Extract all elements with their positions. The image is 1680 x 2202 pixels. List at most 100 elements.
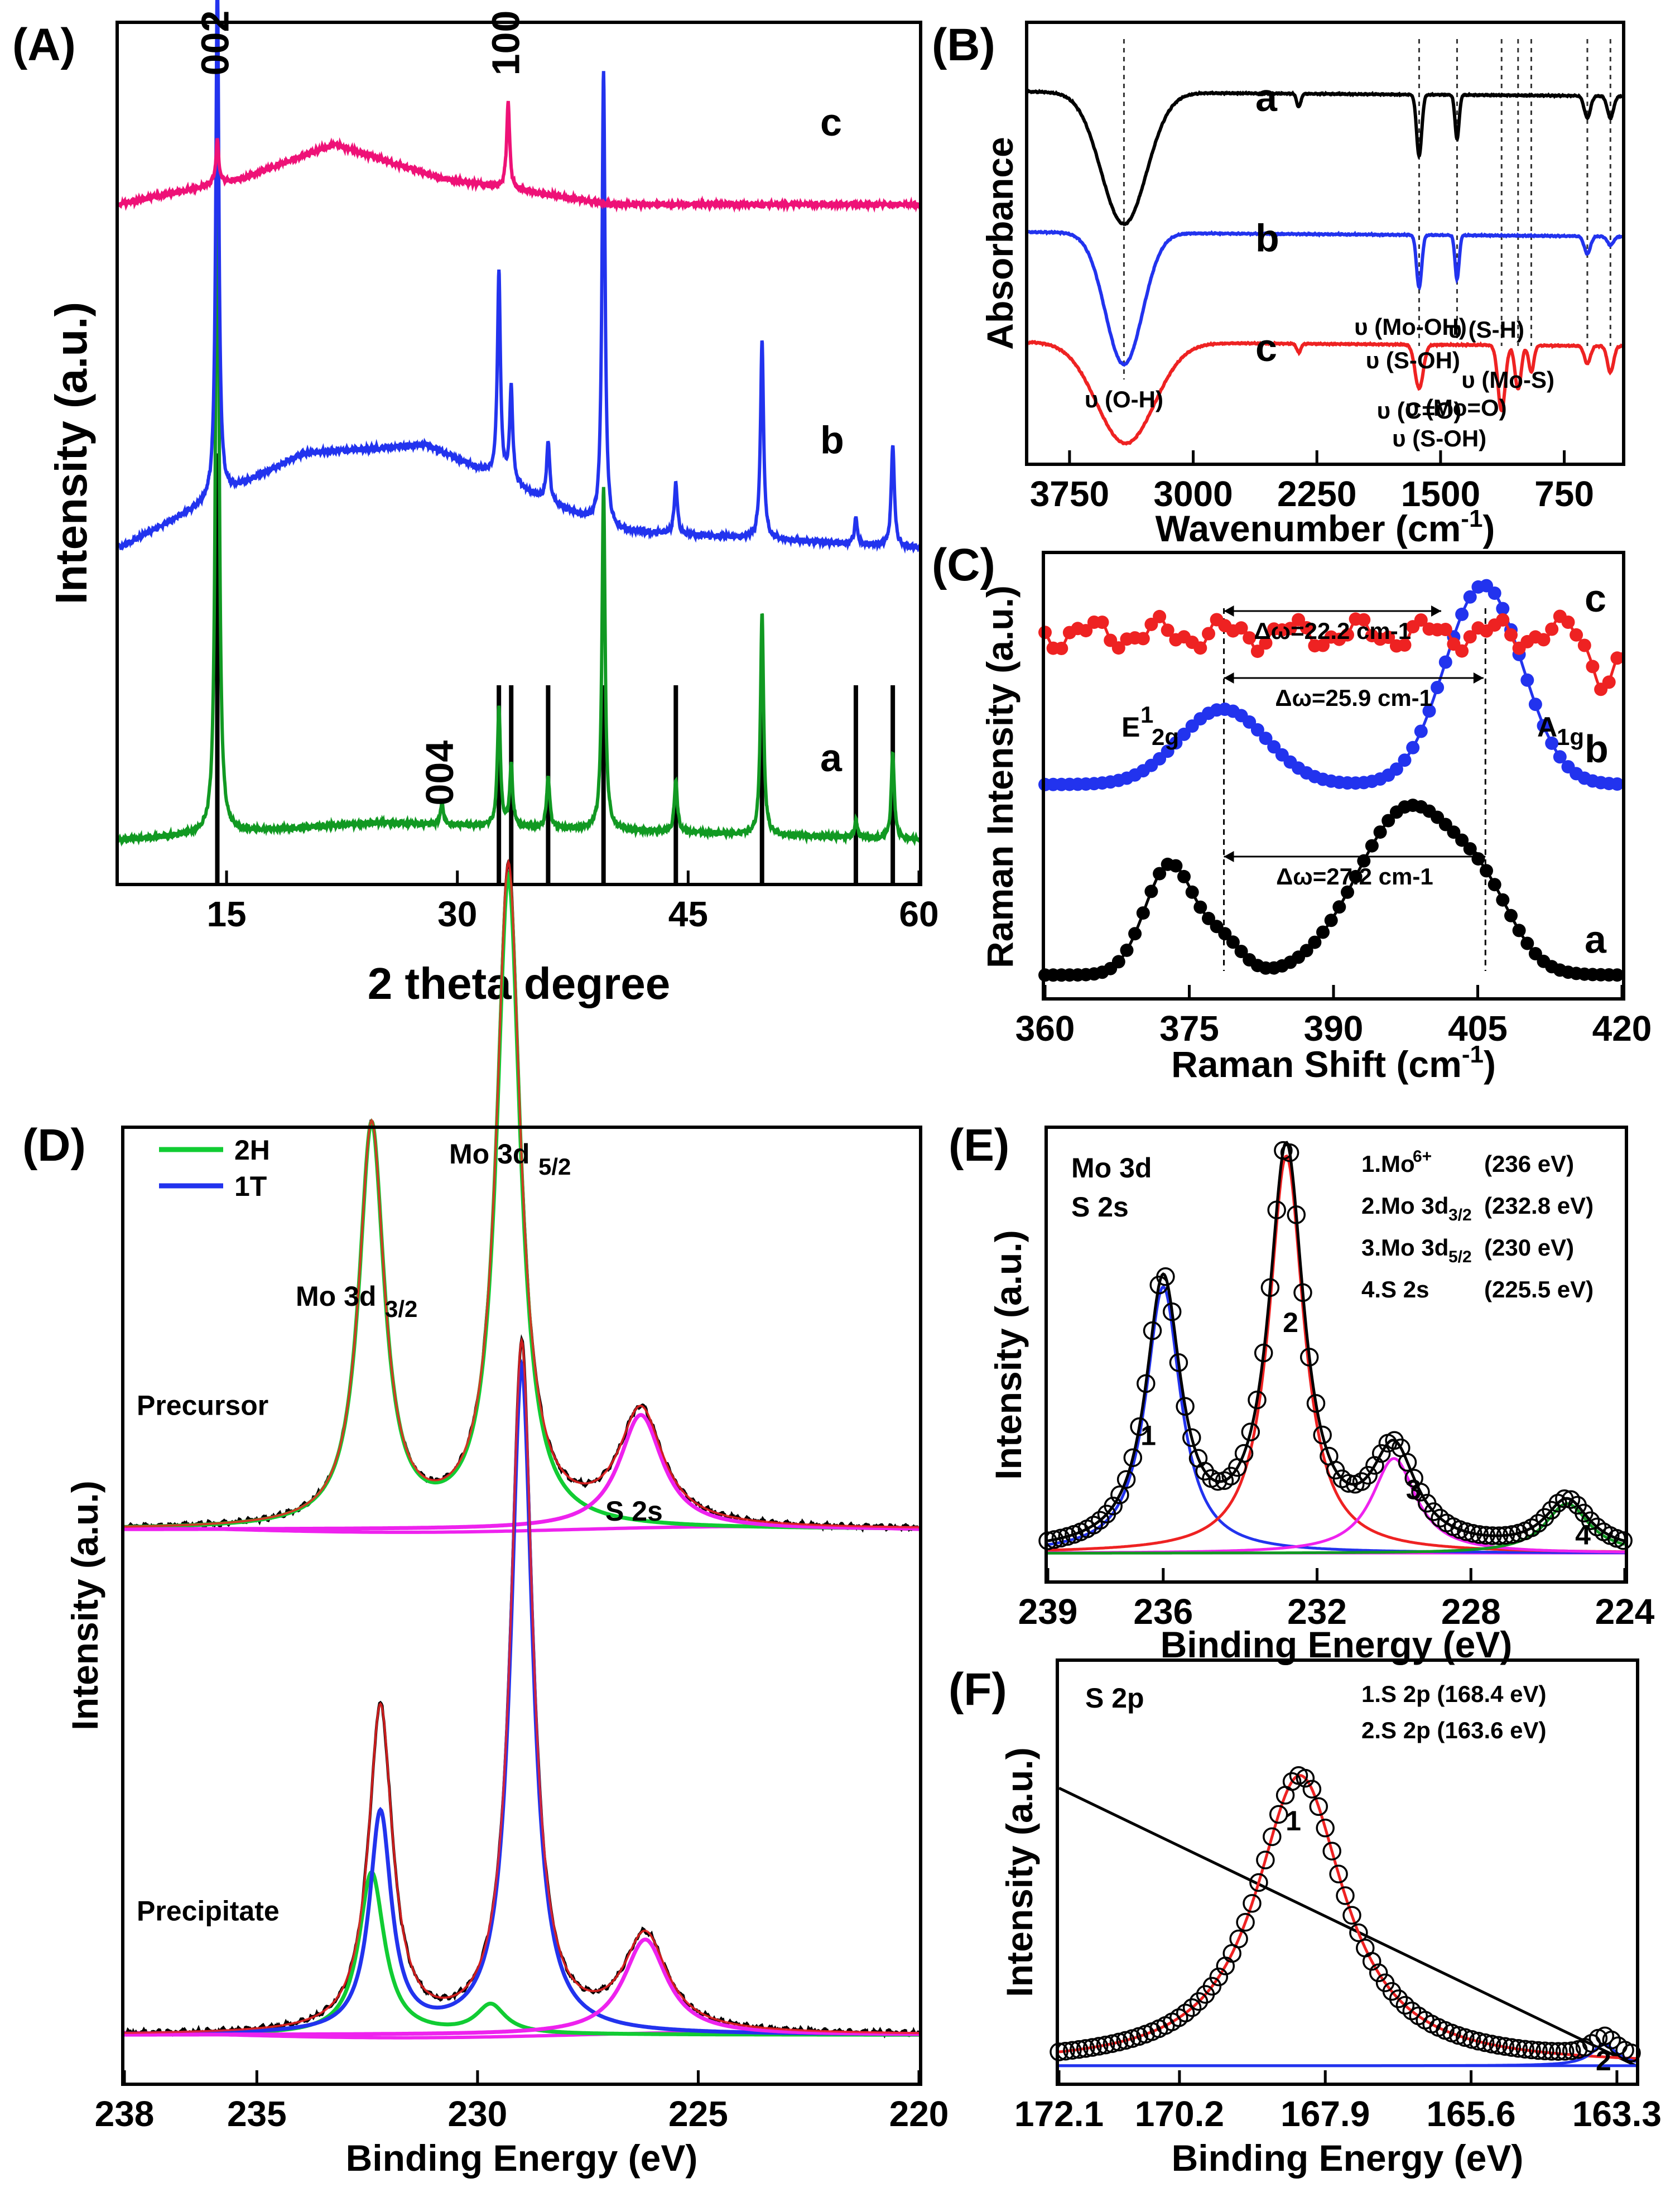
c-data-point (1602, 675, 1616, 689)
c-data-point (1504, 628, 1518, 642)
c-data-point (1431, 681, 1445, 694)
e-data-point (1489, 1526, 1509, 1545)
f-data-point (1109, 2032, 1129, 2052)
e-data-point (1267, 1200, 1286, 1219)
e-legend-entry: 3.Mo 3d (1361, 1234, 1448, 1261)
f-data-point (1076, 2039, 1095, 2058)
c-data-point (1153, 609, 1167, 623)
c-mode-sub: 2g (1152, 724, 1179, 750)
c-data-point (1496, 893, 1510, 907)
panel-c: (C) a b c Δω=22.2 cm-1 Δω=25.9 cm-1 Δω=27.2 c… (932, 540, 1652, 1085)
c-data-point (1545, 622, 1559, 636)
e-envelope (1047, 1141, 1625, 1542)
d-x-tick-label: 225 (668, 2094, 728, 2134)
c-data-point (1202, 911, 1215, 925)
b-band-annotation: υ (S-H) (1448, 316, 1524, 343)
c-data-point (1586, 660, 1600, 674)
e-component-number: 2 (1283, 1307, 1298, 1338)
f-data-point (1562, 2041, 1581, 2060)
c-data-point (1341, 628, 1354, 642)
f-data-point (1495, 2037, 1515, 2056)
c-data-point (1349, 869, 1363, 883)
e-data-point (1208, 1472, 1227, 1491)
b-x-tick-label: 3000 (1153, 474, 1233, 514)
c-data-point (1455, 833, 1469, 847)
c-data-point (1136, 906, 1150, 920)
e-data-point (1470, 1525, 1489, 1544)
c-arrowhead (1475, 851, 1486, 862)
panel-d-label: (D) (22, 1120, 86, 1171)
c-data-point (1095, 616, 1109, 629)
c-arrowhead (1224, 851, 1234, 862)
e-data-point (1529, 1514, 1548, 1533)
c-data-point (1055, 642, 1068, 655)
f-data-point (1622, 2044, 1641, 2062)
c-data-point (1153, 867, 1167, 881)
c-data-point (1144, 884, 1158, 898)
f-data-point (1329, 1864, 1348, 1884)
e-data-point (1299, 1348, 1319, 1367)
c-data-point (1185, 885, 1199, 899)
c-points-c (1038, 609, 1624, 696)
c-series-label: a (1585, 917, 1607, 961)
panel-e-label: (E) (949, 1120, 1009, 1171)
a-series-c (117, 100, 921, 213)
c-data-point (1316, 925, 1330, 939)
c-data-point (1234, 945, 1248, 958)
c-data-point (1324, 914, 1338, 927)
c-data-point (1169, 859, 1183, 873)
a-series-b (118, 0, 921, 554)
f-data-point (1535, 2041, 1554, 2061)
b-series-label: c (1255, 326, 1277, 369)
e-data-point (1535, 1508, 1554, 1527)
panel-d: (D) Precursor Precipitate Mo 3d 3/2 Mo 3d 5/2… (22, 858, 949, 2179)
c-data-point (1414, 613, 1428, 627)
c-data-point (1610, 777, 1624, 791)
c-data-point (1414, 724, 1428, 738)
f-data-point (1322, 1842, 1341, 1860)
f-legend-entry: 1.S 2p (168.4 eV) (1361, 1681, 1547, 1707)
a-peak-label: 004 (418, 741, 461, 806)
f-data-point (1389, 1989, 1408, 2008)
c-data-point (1398, 753, 1412, 767)
c-mode-sub: 1g (1557, 724, 1584, 750)
c-points-a (1038, 799, 1624, 982)
c-data-point (1177, 727, 1191, 741)
f-data-point (1182, 1998, 1202, 2017)
f-data-point (1082, 2038, 1102, 2057)
c-data-point (1234, 621, 1248, 635)
d-x-tick-label: 238 (95, 2094, 155, 2134)
e-legend-value: (230 eV) (1484, 1234, 1574, 1261)
e-data-point (1457, 1522, 1476, 1541)
f-data-point (1369, 1963, 1388, 1983)
panel-b-ylabel: Absorbance (979, 137, 1020, 349)
c-mode-label-e2g: E (1121, 711, 1140, 743)
panel-a: (A) a b c 002 100 004 15 30 45 60 2 theta degree… (12, 0, 939, 1008)
f-data-point (1489, 2036, 1508, 2055)
f-data-point (1256, 1850, 1275, 1869)
e-legend-value: (225.5 eV) (1484, 1276, 1594, 1302)
c-mode-label-a1g: A (1537, 711, 1557, 743)
e-data-point (1503, 1525, 1522, 1544)
f-data-point (1269, 1805, 1288, 1824)
d-peak-label: Mo 3d (449, 1138, 529, 1170)
c-data-point (1545, 736, 1559, 750)
e-data-point (1424, 1502, 1443, 1521)
c-data-point (1398, 638, 1412, 652)
d-stack-label: Precipitate (137, 1895, 280, 1926)
panel-a-xlabel: 2 theta degree (368, 959, 670, 1008)
e-component-number: 4 (1575, 1519, 1591, 1550)
f-data-point (1176, 2003, 1195, 2023)
c-data-point (1577, 638, 1591, 652)
e-legend-entry: 1.Mo (1361, 1151, 1415, 1177)
c-data-point (1373, 825, 1387, 839)
c-shift-label: Δω=27.2 cm-1 (1276, 863, 1433, 890)
d-peak-sub: 5/2 (538, 1153, 571, 1180)
d-envelope (124, 858, 919, 1528)
e-data-point (1182, 1428, 1201, 1448)
f-data-point (1236, 1912, 1255, 1932)
b-series-label: b (1255, 216, 1279, 259)
f-x-tick-label: 172.1 (1014, 2094, 1104, 2134)
c-arrowhead (1431, 605, 1442, 617)
e-component-number: 3 (1406, 1474, 1422, 1505)
